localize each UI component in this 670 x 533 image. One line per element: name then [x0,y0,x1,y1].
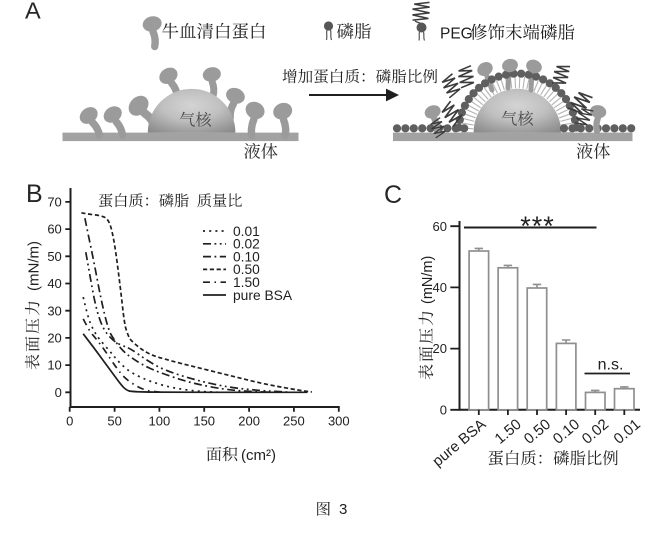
svg-text:0.10: 0.10 [233,249,260,264]
svg-text:0: 0 [66,413,73,428]
svg-text:0: 0 [440,402,447,417]
svg-text:50: 50 [107,413,121,428]
svg-text:200: 200 [238,413,260,428]
svg-text:70: 70 [47,195,61,210]
svg-text:3: 3 [339,501,347,518]
svg-text:1.50: 1.50 [233,275,260,290]
svg-text:pure BSA: pure BSA [233,288,293,303]
svg-text:0.02: 0.02 [233,237,260,252]
svg-text:A: A [25,0,41,24]
svg-text:10: 10 [47,358,61,373]
svg-text:(mN/m): (mN/m) [420,256,436,304]
svg-text:20: 20 [433,341,447,356]
svg-text:60: 60 [433,219,447,234]
svg-text:30: 30 [47,303,61,318]
svg-text:40: 40 [47,276,61,291]
svg-text:150: 150 [193,413,215,428]
svg-text:PEG: PEG [440,26,473,43]
svg-text:n.s.: n.s. [598,357,624,374]
svg-text:***: *** [520,211,555,241]
svg-text:C: C [384,181,402,209]
svg-text:100: 100 [149,413,171,428]
svg-text:60: 60 [47,222,61,237]
svg-text:20: 20 [47,331,61,346]
svg-text:250: 250 [283,413,305,428]
svg-text:(cm²): (cm²) [241,447,276,464]
svg-text:300: 300 [328,413,350,428]
svg-text:0.50: 0.50 [233,262,260,277]
svg-text:(mN/m): (mN/m) [25,241,42,291]
svg-text:0.01: 0.01 [233,224,260,239]
svg-text:40: 40 [433,280,447,295]
svg-text:0: 0 [55,385,62,400]
svg-text:B: B [26,180,43,208]
svg-text:50: 50 [47,249,61,264]
